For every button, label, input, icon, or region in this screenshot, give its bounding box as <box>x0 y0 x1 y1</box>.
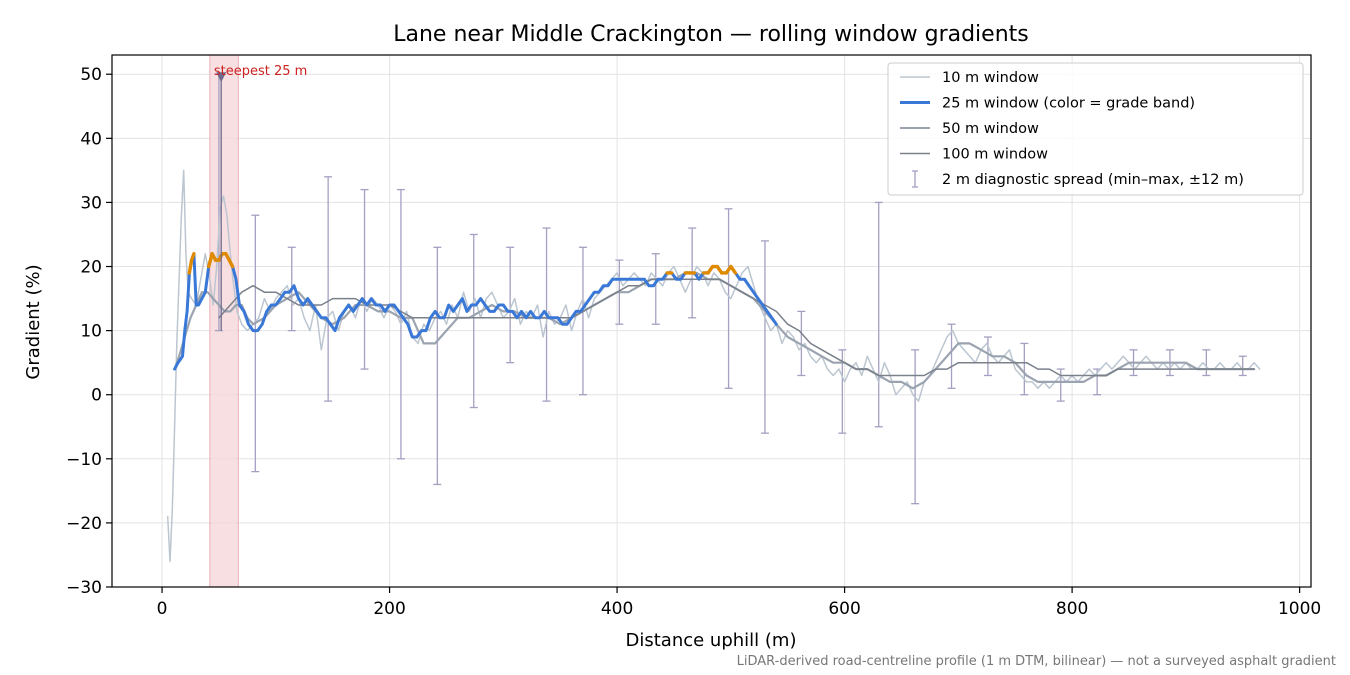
series-10m-line <box>166 169 1261 563</box>
y-tick-label: 10 <box>80 322 102 342</box>
legend-25m: 25 m window (color = grade band) <box>900 96 1195 112</box>
errorbar <box>433 246 442 486</box>
y-axis-title: Gradient (%) <box>23 264 44 379</box>
axes: 0 200 400 600 800 1000 −30 −20 −10 0 10 20 30 40 50 <box>66 65 1321 619</box>
errorbar <box>651 253 660 325</box>
x-axis-title: Distance uphill (m) <box>626 630 797 651</box>
legend: 10 m window 25 m window (color = grade ba… <box>887 62 1304 196</box>
steepest-label: steepest 25 m <box>214 64 307 79</box>
series-25m-steep-segment <box>189 251 196 262</box>
legend-label: 10 m window <box>942 70 1039 86</box>
x-tick-label: 1000 <box>1278 599 1321 619</box>
errorbar <box>1056 368 1065 402</box>
legend-label: 2 m diagnostic spread (min–max, ±12 m) <box>942 172 1244 188</box>
series-25m-steep-segment <box>227 258 235 269</box>
x-tick-label: 0 <box>157 599 168 619</box>
legend-errorbar: 2 m diagnostic spread (min–max, ±12 m) <box>912 170 1244 188</box>
errorbar <box>874 201 883 428</box>
errorbar <box>251 214 260 473</box>
plot-frame <box>111 54 1312 588</box>
legend-label: 50 m window <box>942 121 1039 137</box>
x-tick-label: 600 <box>828 599 860 619</box>
y-tick-label: −10 <box>66 450 102 470</box>
y-tick-label: −30 <box>66 578 102 598</box>
legend-50m: 50 m window <box>900 121 1039 137</box>
grid-lines <box>112 55 1311 588</box>
errorbar <box>360 188 369 370</box>
legend-label: 25 m window (color = grade band) <box>942 96 1195 112</box>
chart-title: Lane near Middle Crackington — rolling w… <box>393 22 1029 47</box>
steepest-annotation: steepest 25 m <box>214 64 307 331</box>
errorbar <box>1238 355 1247 377</box>
errorbar <box>983 336 992 377</box>
errorbar <box>947 323 956 389</box>
series-lines <box>166 169 1261 563</box>
y-tick-label: −20 <box>66 514 102 534</box>
y-tick-label: 50 <box>80 65 102 85</box>
y-tick-label: 40 <box>80 129 102 149</box>
errorbar <box>1202 349 1211 377</box>
steepest-band-rect <box>209 54 239 588</box>
steepest-band <box>209 54 239 588</box>
errorbar <box>760 240 769 434</box>
legend-box <box>887 62 1304 196</box>
x-tick-label: 200 <box>373 599 405 619</box>
y-tick-label: 30 <box>80 193 102 213</box>
series-25m-steep-segment <box>729 264 738 275</box>
errorbar <box>506 246 515 364</box>
errorbar <box>724 208 733 389</box>
errorbar <box>578 246 587 396</box>
footnote: LiDAR-derived road-centreline profile (1… <box>737 654 1336 669</box>
series-25m-steep-segment <box>187 258 194 275</box>
x-tick-label: 400 <box>601 599 633 619</box>
steepest-arrow-head <box>216 72 227 83</box>
errorbar <box>469 233 478 409</box>
y-tick-label: 20 <box>80 258 102 278</box>
errorbar <box>324 176 333 402</box>
y-tick-label: 0 <box>91 386 102 406</box>
errorbar <box>1020 342 1029 396</box>
legend-10m: 10 m window <box>900 70 1039 86</box>
legend-100m: 100 m window <box>900 147 1048 163</box>
x-tick-label: 800 <box>1056 599 1088 619</box>
legend-label: 100 m window <box>942 147 1048 163</box>
